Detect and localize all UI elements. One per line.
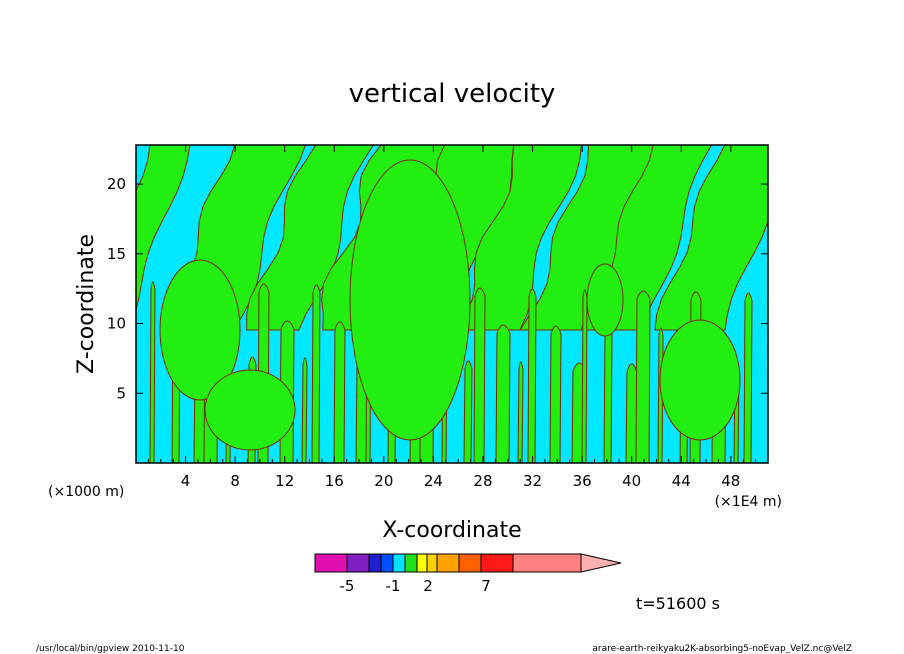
x-axis-label: X-coordinate: [382, 518, 521, 543]
x-axis-ticks: 4 8 12 16 20 24 28 32 36 40 44 48: [147, 145, 757, 490]
y-axis-ticks: 5 10 15 20: [107, 175, 768, 402]
positive-streak: [603, 326, 613, 463]
x-tick-label: 28: [473, 472, 492, 490]
colorbar-label: 2: [423, 577, 433, 595]
x-unit-right: (×1E4 m): [715, 494, 782, 510]
x-tick-label: 16: [325, 472, 344, 490]
x-tick-label: 32: [523, 472, 542, 490]
x-tick-label: 48: [721, 472, 740, 490]
colorbar-cell: [458, 553, 482, 573]
positive-band: [136, 145, 191, 312]
y-axis-label: Z-coordinate: [74, 234, 99, 374]
colorbar-labels: -5 -1 2 7: [340, 577, 491, 595]
colorbar-cell: [480, 553, 514, 573]
colorbar-arrow: [580, 553, 622, 573]
positive-blob: [659, 319, 741, 441]
x-tick-label: 40: [622, 472, 641, 490]
positive-streak: [625, 363, 638, 463]
x-tick-label: 44: [672, 472, 691, 490]
positive-blob: [159, 259, 241, 401]
colorbar-label: 7: [481, 577, 491, 595]
y-tick-label: 15: [107, 245, 126, 263]
colorbar-cell: [368, 553, 382, 573]
colorbar-cell: [416, 553, 428, 573]
positive-streak: [463, 360, 473, 463]
positive-streak: [301, 357, 308, 463]
x-tick-label: 12: [275, 472, 294, 490]
footer-left: /usr/local/bin/gpview 2010-11-10: [36, 644, 185, 654]
positive-streak: [517, 361, 524, 463]
positive-streak: [635, 290, 651, 463]
positive-streak: [527, 288, 537, 463]
colorbar-cell: [404, 553, 418, 573]
colorbar-cell: [426, 553, 438, 573]
colorbar: [314, 553, 622, 573]
velocity-field: [136, 145, 768, 463]
y-tick-label: 10: [107, 315, 126, 333]
positive-streak: [495, 324, 511, 463]
colorbar-cell: [512, 553, 582, 573]
positive-blob: [586, 263, 624, 337]
colorbar-cell: [392, 553, 406, 573]
positive-streak: [743, 292, 753, 463]
positive-streak: [311, 284, 321, 463]
colorbar-cell: [436, 553, 460, 573]
colorbar-cell: [314, 553, 348, 573]
time-label: t=51600 s: [636, 594, 720, 613]
x-tick-label: 20: [374, 472, 393, 490]
x-tick-label: 8: [230, 472, 240, 490]
positive-streak: [549, 325, 562, 463]
positive-streak: [149, 281, 156, 463]
colorbar-cell: [346, 553, 370, 573]
chart-title: vertical velocity: [349, 79, 556, 109]
colorbar-label: -5: [340, 577, 355, 595]
y-tick-label: 20: [107, 175, 126, 193]
positive-band: [654, 145, 768, 331]
positive-band: [246, 145, 374, 331]
x-tick-label: 36: [573, 472, 592, 490]
positive-streak: [473, 287, 486, 463]
positive-streak: [581, 289, 588, 463]
y-tick-label: 5: [116, 384, 126, 402]
x-unit-left: (×1000 m): [48, 484, 124, 500]
colorbar-cell: [380, 553, 394, 573]
colorbar-label: -1: [386, 577, 401, 595]
x-tick-label: 24: [424, 472, 443, 490]
positive-blob: [349, 159, 471, 441]
footer-right: arare-earth-reikyaku2K-absorbing5-noEvap…: [592, 644, 852, 654]
x-tick-label: 4: [181, 472, 191, 490]
positive-streak: [333, 321, 346, 463]
positive-blob: [204, 369, 296, 451]
plot-frame: [135, 144, 769, 464]
